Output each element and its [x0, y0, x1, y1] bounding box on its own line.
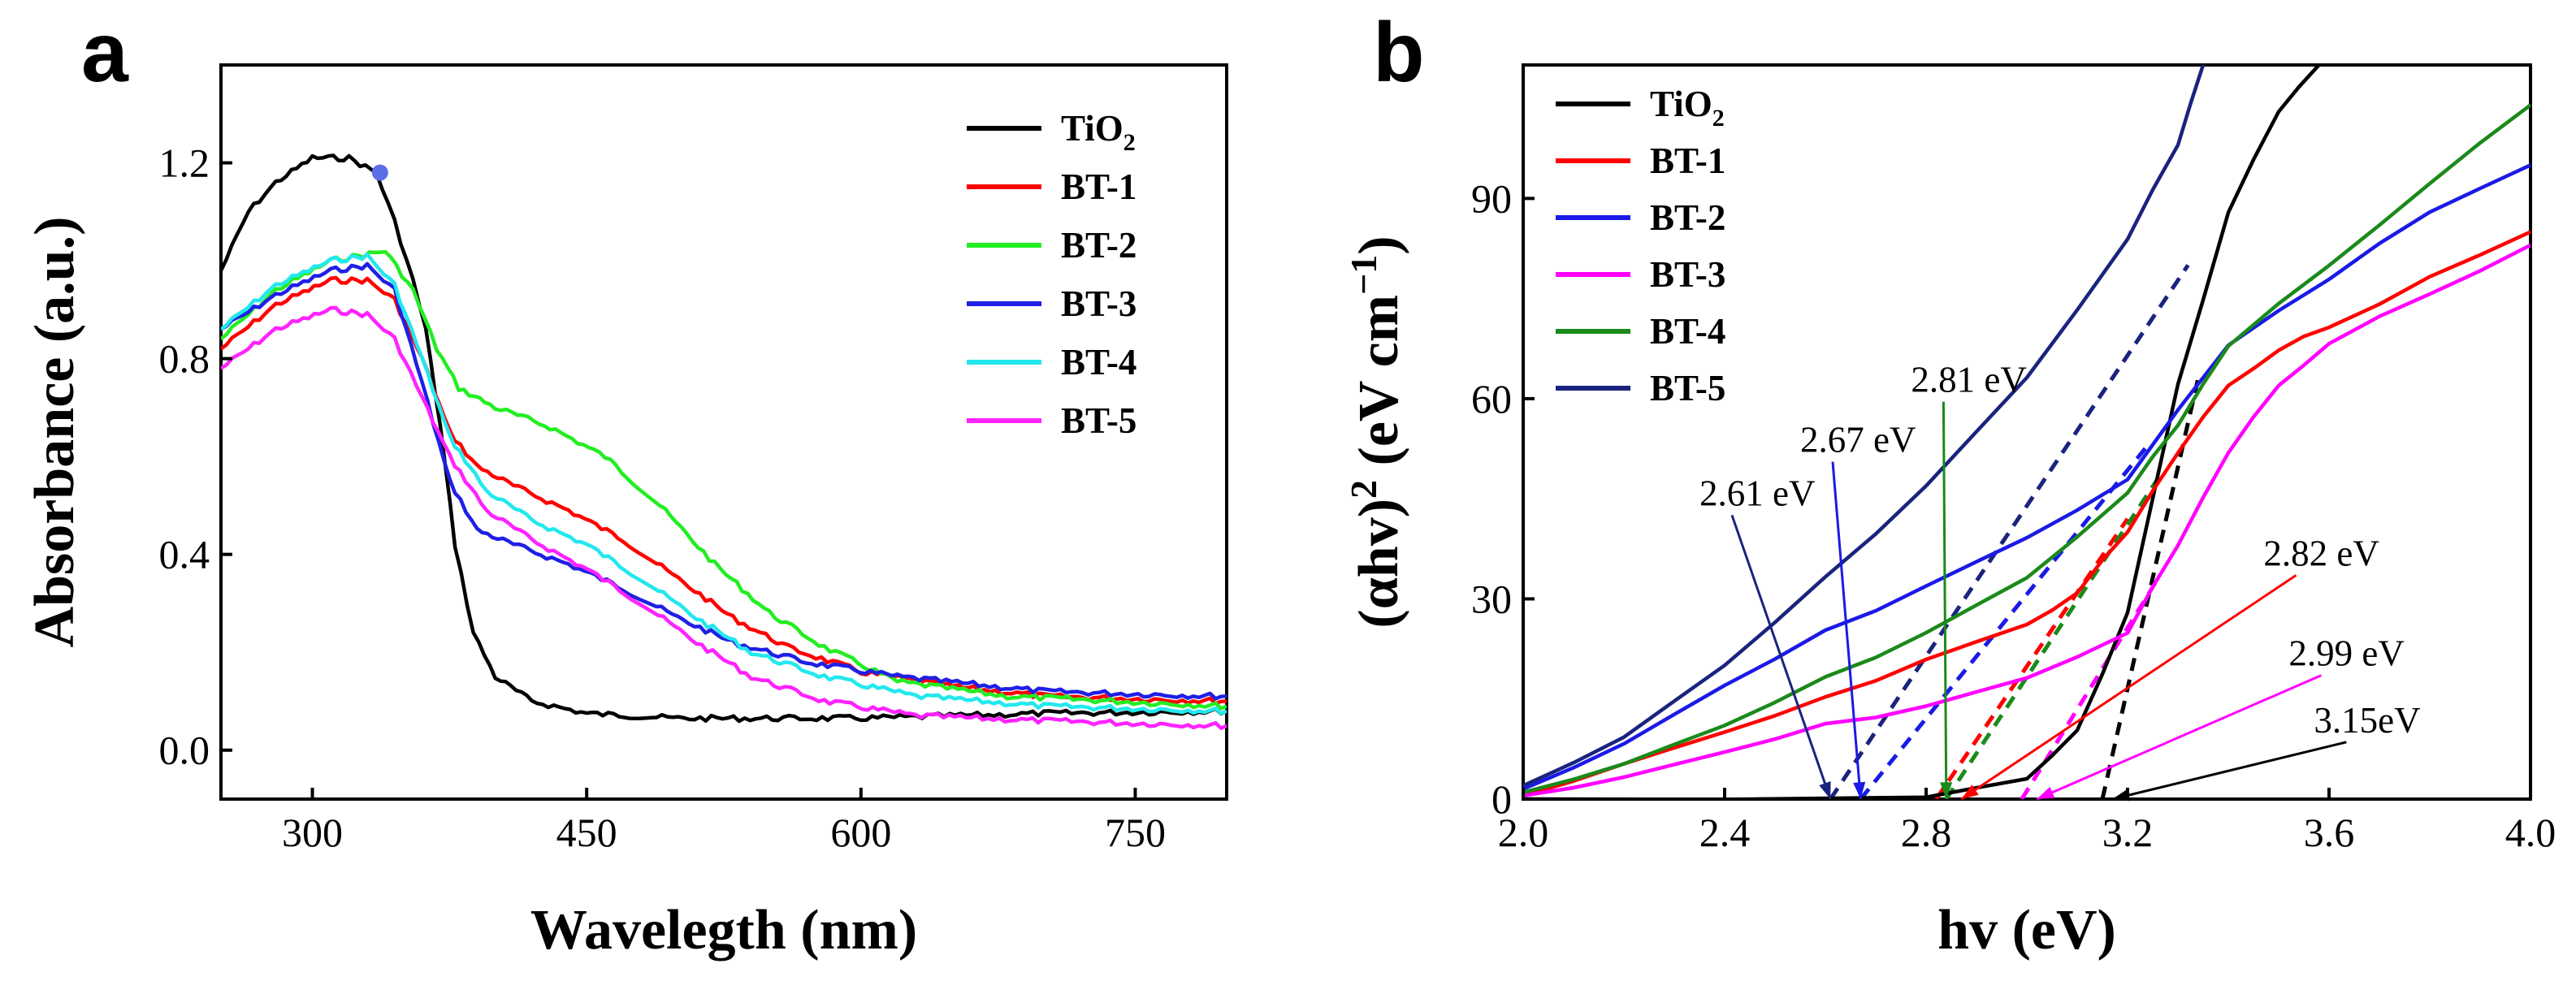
panel-a-letter: a [81, 6, 129, 100]
panel-a-x-tick-label: 300 [282, 810, 343, 855]
panel-a-series-bt-3 [221, 261, 1227, 701]
panel-b-y-tick-label: 30 [1471, 576, 1512, 621]
panel-b-annotation-arrowhead [1940, 782, 1953, 799]
panel-b-legend-label: BT-5 [1650, 368, 1725, 408]
panel-a-y-tick-label: 0.4 [159, 532, 210, 577]
panel-b-series-bt-4 [1523, 103, 2531, 794]
panel-a-x-tick-label: 750 [1105, 810, 1166, 855]
panel-b-x-tick-label: 3.2 [2102, 810, 2154, 855]
panel-a-y-tick-label: 1.2 [159, 140, 210, 186]
panel-a-x-tick-label: 600 [830, 810, 891, 855]
panel-b-legend-label: TiO2 [1650, 84, 1725, 132]
panel-b-annotation-label: 2.81 eV [1911, 360, 2026, 400]
panel-b-y-axis-title: (αhv)2 (eV cm−1) [1343, 236, 1410, 628]
panel-b-x-tick-label: 4.0 [2505, 810, 2557, 855]
panel-b-series-bt-5 [1523, 65, 2206, 788]
panel-b-annotations: 2.61 eV 2.67 eV 2.81 eV 2.82 eV 2.99 eV 3.15e… [1699, 360, 2421, 802]
panel-a-series-bt-5 [221, 305, 1227, 730]
panel-b-legend-label: BT-3 [1650, 254, 1725, 295]
panel-b-annotation-arrow [1960, 574, 2297, 801]
panel-a-legend-label: BT-3 [1061, 283, 1136, 324]
panel-a-y-tick-label: 0.8 [159, 336, 210, 382]
panel-b-legend-label: BT-1 [1650, 140, 1725, 181]
panel-b-x-tick-label: 2.0 [1498, 810, 1549, 855]
panel-a-legend-label: TiO2 [1061, 108, 1136, 156]
panel-a-series-bt-4 [221, 252, 1227, 715]
panel-b-y-tick-label: 60 [1471, 376, 1512, 421]
panel-b-annotation-label: 2.67 eV [1800, 420, 1916, 460]
panel-b-annotation-arrowhead [1819, 781, 1831, 799]
panel-b-annotation-label: 2.82 eV [2263, 533, 2379, 573]
panel-b-series-bt-2 [1523, 163, 2531, 791]
panel-b-annotation-arrow [2036, 674, 2322, 801]
panel-b-y-tick-label: 0 [1491, 776, 1512, 822]
panel-b-annotation-arrow [1942, 401, 1948, 800]
panel-b-legend-label: BT-4 [1650, 311, 1725, 352]
panel-b-x-tick-label: 2.8 [1901, 810, 1952, 855]
panel-b-annotation-arrow [2112, 741, 2347, 801]
panel-b-frame [1522, 63, 2532, 801]
panel-b-annotation-label: 2.61 eV [1699, 473, 1815, 513]
panel-b-tangent-line [1934, 517, 2130, 799]
panel-a-series-bt-2 [221, 249, 1227, 711]
panel-a-curves [221, 153, 1227, 730]
panel-b-curves [1523, 65, 2531, 799]
panel-b-series-bt-3 [1523, 243, 2531, 798]
panel-b-annotation-arrow [1831, 461, 1862, 800]
panel-a-marker-dot [371, 164, 388, 181]
panel-b-annotation-arrowhead [1961, 784, 1979, 799]
panel-b-tangent-line [1859, 443, 2150, 799]
panel-a-legend-label: BT-5 [1061, 400, 1136, 441]
panel-b-x-axis-title: hv (eV) [1937, 899, 2116, 962]
panel-a-ticks: 300 450 600 750 0.0 0.4 0.8 1.2 [159, 140, 1166, 855]
panel-a-legend-label: BT-2 [1061, 225, 1136, 266]
panel-a-series-tio2 [221, 153, 1227, 724]
panel-b-y-tick-label: 90 [1471, 175, 1512, 221]
panel-b-tangent-line [1944, 478, 2160, 799]
panel-b-legend: TiO2 BT-1 BT-2 BT-3 BT-4 BT-5 [1556, 84, 1725, 408]
panel-b-tangent-line [1829, 264, 2190, 799]
panel-a-x-axis-title: Wavelegth (nm) [530, 899, 917, 962]
panel-b-letter: b [1373, 6, 1425, 100]
panel-a-y-axis-title: Absorbance (a.u.) [24, 217, 86, 648]
panel-a-frame [219, 63, 1228, 801]
panel-b-annotation-arrowhead [1853, 781, 1866, 799]
panel-b-ticks: 2.0 2.4 2.8 3.2 3.6 4.0 0 30 60 90 [1471, 175, 2556, 855]
panel-b-annotation-label: 3.15eV [2314, 700, 2420, 741]
panel-b-annotation-arrowhead [2112, 789, 2131, 802]
panel-b-tangents [1829, 264, 2201, 799]
panel-a-legend-label: BT-1 [1061, 166, 1136, 207]
panel-a-legend-label: BT-4 [1061, 342, 1136, 382]
panel-b-series-bt-1 [1523, 230, 2531, 797]
panel-a-legend: TiO2 BT-1 BT-2 BT-3 BT-4 BT-5 [967, 108, 1136, 441]
panel-b: b 2.61 eV 2.67 eV 2.81 eV 2.82 eV 2.99 eV 3.1… [1343, 6, 2556, 962]
panel-a: a 300 450 600 750 0.0 0.4 0.8 1.2 TiO2 BT-1 BT-2 B… [24, 6, 1228, 962]
panel-b-annotation-label: 2.99 eV [2288, 633, 2404, 674]
panel-b-annotation-arrow [1730, 514, 1832, 800]
panel-a-x-tick-label: 450 [556, 810, 617, 855]
panel-b-series-tio2 [1523, 65, 2321, 799]
panel-b-x-tick-label: 2.4 [1699, 810, 1751, 855]
panel-b-x-tick-label: 3.6 [2304, 810, 2355, 855]
panel-b-annotation-arrowhead [2037, 786, 2055, 799]
panel-a-y-tick-label: 0.0 [159, 728, 210, 773]
panel-b-legend-label: BT-2 [1650, 197, 1725, 238]
